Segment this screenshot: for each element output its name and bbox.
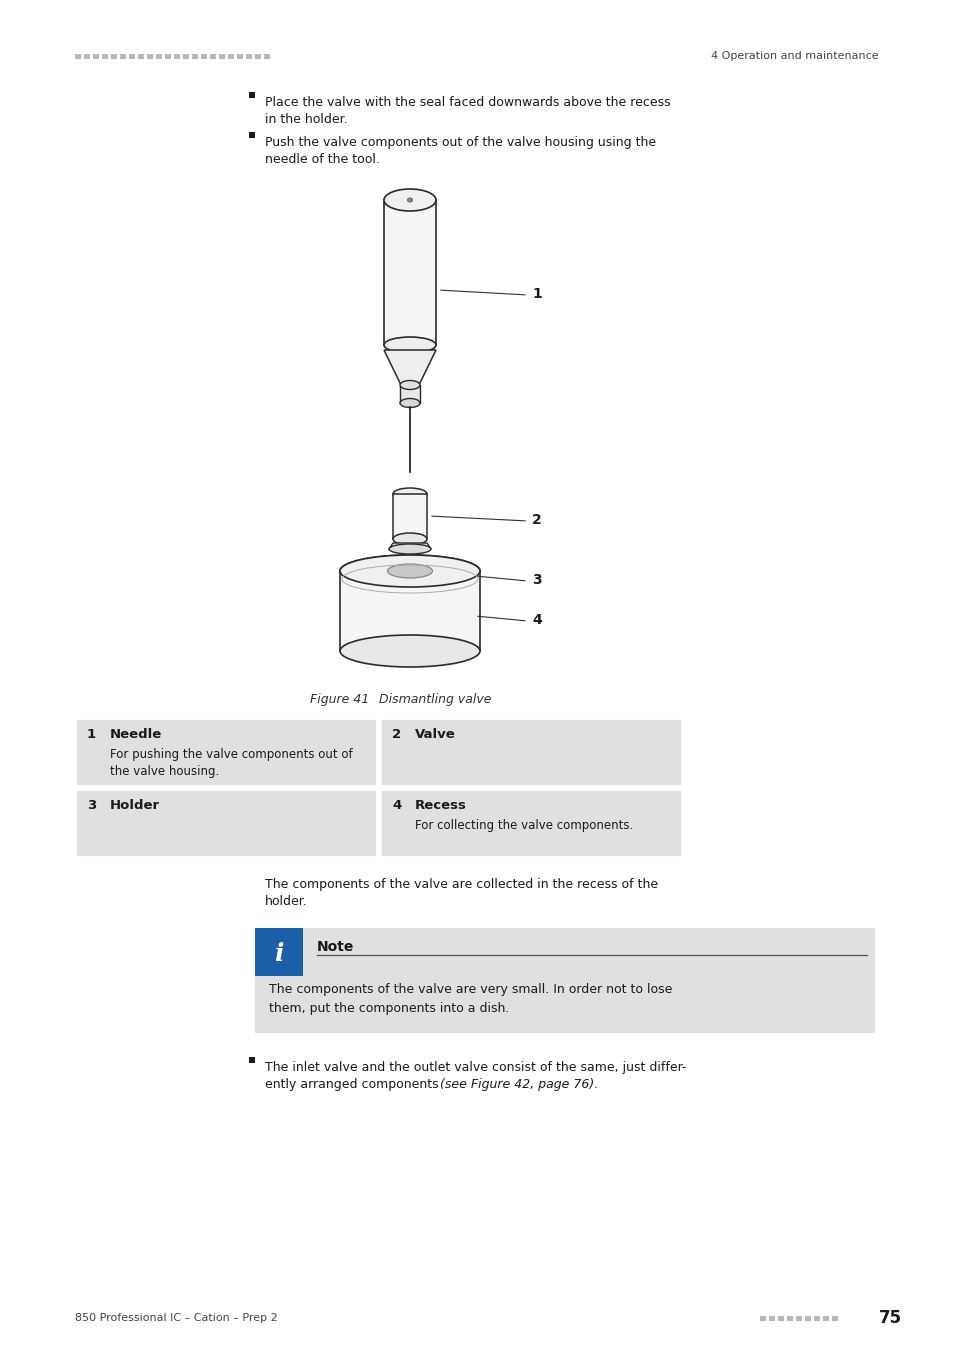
Text: For pushing the valve components out of: For pushing the valve components out of — [110, 748, 353, 761]
Bar — [379, 788, 681, 857]
Bar — [795, 1316, 801, 1322]
Bar — [75, 718, 376, 786]
Text: 75: 75 — [878, 1310, 902, 1327]
Bar — [92, 54, 99, 59]
Bar — [399, 385, 419, 404]
Text: holder.: holder. — [265, 895, 308, 909]
Bar — [219, 54, 225, 59]
Text: 3: 3 — [532, 572, 541, 587]
Text: Holder: Holder — [110, 799, 160, 811]
Text: 4 Operation and maintenance: 4 Operation and maintenance — [711, 51, 878, 61]
Text: needle of the tool.: needle of the tool. — [265, 153, 379, 166]
Bar — [831, 1316, 837, 1322]
Bar — [804, 1316, 810, 1322]
Bar — [822, 1316, 828, 1322]
Ellipse shape — [393, 533, 427, 545]
Text: Push the valve components out of the valve housing using the: Push the valve components out of the val… — [265, 136, 656, 148]
Bar — [129, 54, 135, 59]
Text: Dismantling valve: Dismantling valve — [363, 693, 491, 706]
Bar — [192, 54, 198, 59]
Bar — [173, 54, 180, 59]
Bar — [201, 54, 207, 59]
Polygon shape — [384, 350, 436, 385]
Bar — [786, 1316, 792, 1322]
Text: Needle: Needle — [110, 728, 162, 741]
Text: 4: 4 — [532, 613, 541, 626]
Text: 3: 3 — [87, 799, 96, 811]
Text: Note: Note — [316, 940, 354, 954]
Bar — [339, 571, 479, 651]
Bar — [813, 1316, 820, 1322]
Ellipse shape — [387, 564, 432, 578]
Text: The components of the valve are collected in the recess of the: The components of the valve are collecte… — [265, 878, 658, 891]
Text: 4: 4 — [392, 799, 401, 811]
Text: (see Figure 42, page 76).: (see Figure 42, page 76). — [439, 1079, 598, 1091]
Text: For collecting the valve components.: For collecting the valve components. — [415, 819, 633, 832]
Text: 2: 2 — [392, 728, 400, 741]
Text: 2: 2 — [532, 513, 541, 526]
Bar — [210, 54, 215, 59]
Bar — [760, 1316, 765, 1322]
Bar — [236, 54, 243, 59]
Bar — [768, 1316, 774, 1322]
Bar — [379, 718, 681, 786]
Bar — [393, 494, 427, 539]
Bar — [111, 54, 117, 59]
Polygon shape — [389, 543, 431, 549]
Bar — [84, 54, 90, 59]
Ellipse shape — [339, 634, 479, 667]
Text: Valve: Valve — [415, 728, 456, 741]
Ellipse shape — [399, 381, 419, 390]
Text: 850 Professional IC – Cation – Prep 2: 850 Professional IC – Cation – Prep 2 — [75, 1314, 277, 1323]
Ellipse shape — [384, 189, 436, 211]
Text: in the holder.: in the holder. — [265, 113, 347, 126]
Bar — [102, 54, 108, 59]
Text: them, put the components into a dish.: them, put the components into a dish. — [269, 1002, 509, 1015]
Ellipse shape — [389, 544, 431, 554]
Bar — [147, 54, 152, 59]
Bar — [249, 92, 254, 99]
Text: 1: 1 — [532, 288, 541, 301]
Bar — [228, 54, 233, 59]
Text: 1: 1 — [87, 728, 96, 741]
Ellipse shape — [407, 198, 412, 202]
Text: the valve housing.: the valve housing. — [110, 765, 219, 778]
Bar — [75, 788, 376, 857]
Ellipse shape — [406, 491, 414, 497]
Bar — [183, 54, 189, 59]
Text: ently arranged components: ently arranged components — [265, 1079, 442, 1091]
Bar — [254, 927, 303, 976]
Bar — [778, 1316, 783, 1322]
Bar — [120, 54, 126, 59]
Text: The inlet valve and the outlet valve consist of the same, just differ-: The inlet valve and the outlet valve con… — [265, 1061, 686, 1075]
Ellipse shape — [339, 555, 479, 587]
Ellipse shape — [399, 398, 419, 408]
Bar — [264, 54, 270, 59]
Ellipse shape — [384, 338, 436, 352]
Bar — [249, 132, 254, 138]
Bar — [249, 1057, 254, 1062]
Text: Place the valve with the seal faced downwards above the recess: Place the valve with the seal faced down… — [265, 96, 670, 109]
Bar — [156, 54, 162, 59]
Bar — [75, 54, 81, 59]
Bar — [138, 54, 144, 59]
Bar — [246, 54, 252, 59]
Bar — [165, 54, 171, 59]
Ellipse shape — [339, 555, 479, 587]
Text: Recess: Recess — [415, 799, 466, 811]
Bar — [384, 200, 436, 346]
Ellipse shape — [393, 487, 427, 500]
Text: The components of the valve are very small. In order not to lose: The components of the valve are very sma… — [269, 983, 672, 996]
Bar — [254, 927, 874, 1033]
Bar — [254, 54, 261, 59]
Text: i: i — [274, 942, 283, 967]
Text: Figure 41: Figure 41 — [310, 693, 369, 706]
